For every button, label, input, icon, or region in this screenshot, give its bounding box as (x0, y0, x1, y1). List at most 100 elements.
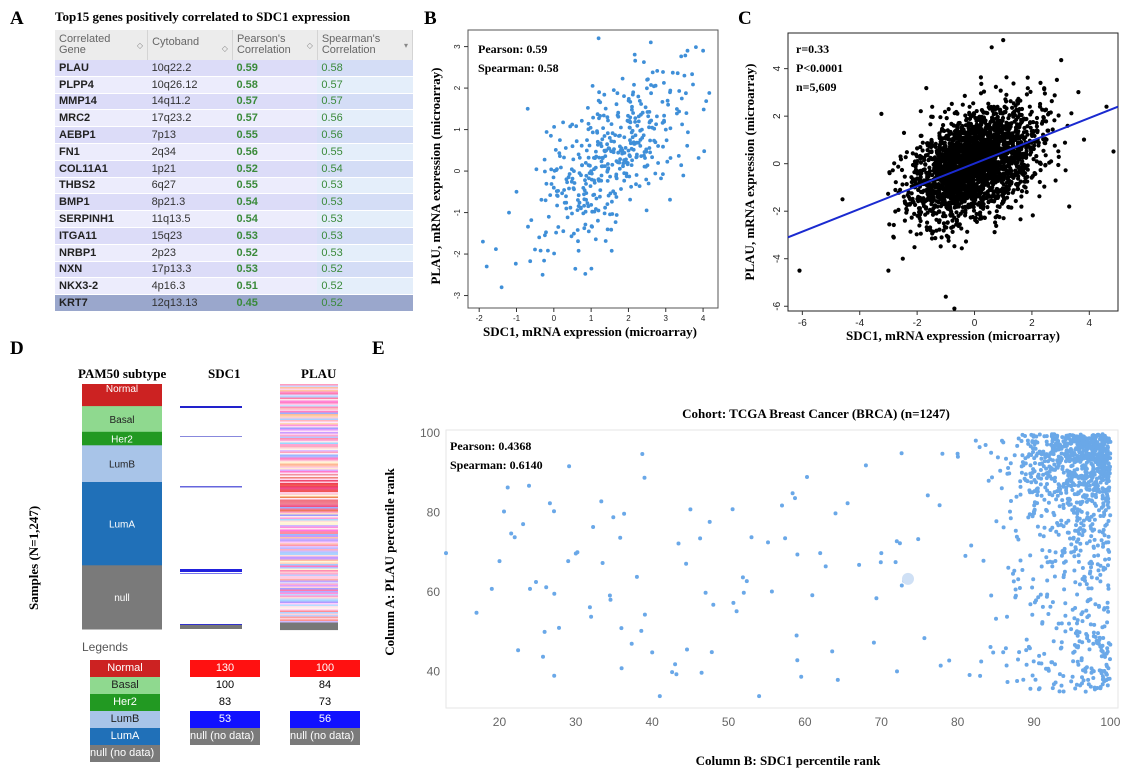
data-point (987, 125, 992, 131)
data-point (1072, 483, 1077, 487)
data-point (608, 191, 613, 196)
legend-subtype: LumA (90, 728, 160, 745)
annotation-pearson-b: Pearson: 0.59 (478, 42, 547, 56)
data-point (618, 535, 623, 540)
table-row[interactable]: SERPINH1 11q13.5 0.54 0.53 (55, 210, 413, 228)
data-point (1087, 539, 1092, 544)
data-point (973, 438, 978, 443)
data-point (823, 564, 828, 569)
data-point (1092, 517, 1097, 522)
data-point (949, 182, 954, 187)
spearman-cell: 0.53 (317, 193, 413, 212)
data-point (525, 106, 530, 111)
data-point (830, 649, 835, 654)
data-point (575, 550, 580, 555)
table-row[interactable]: COL11A1 1p21 0.52 0.54 (55, 160, 413, 178)
data-point (920, 140, 925, 145)
data-point (1089, 565, 1093, 570)
data-point (989, 162, 995, 167)
col-header-cytoband[interactable]: ◇ Cytoband (147, 30, 233, 60)
table-row[interactable]: BMP1 8p21.3 0.54 0.53 (55, 193, 413, 212)
data-point (1047, 492, 1052, 497)
data-point (989, 194, 994, 199)
table-row[interactable]: NXN 17p13.3 0.53 0.52 (55, 261, 413, 279)
data-point (622, 171, 627, 176)
data-point (1101, 501, 1106, 506)
data-point (1068, 502, 1073, 507)
data-point (977, 445, 982, 450)
data-point (648, 150, 652, 155)
data-point (642, 475, 647, 480)
data-point (1064, 488, 1069, 493)
data-point (818, 551, 823, 556)
data-point (592, 209, 597, 214)
data-point (1084, 582, 1089, 587)
data-point (944, 116, 949, 121)
data-point (570, 211, 574, 216)
expression-stripe (280, 579, 338, 581)
expression-stripe (280, 550, 338, 553)
table-row[interactable]: AEBP1 7p13 0.55 0.56 (55, 126, 413, 144)
spearman-cell: 0.55 (317, 143, 413, 161)
expression-stripe (280, 478, 338, 481)
data-point (979, 81, 984, 86)
col-header-pearson[interactable]: ◇ Pearson's Correlation (232, 30, 318, 60)
data-point (933, 141, 938, 146)
data-point (583, 222, 588, 227)
data-point (978, 75, 983, 80)
data-point (898, 157, 904, 162)
data-point (1086, 677, 1091, 682)
col-header-gene[interactable]: ◇ Correlated Gene (55, 30, 149, 60)
data-point (549, 167, 554, 172)
data-point (950, 192, 955, 197)
data-point (603, 164, 607, 169)
data-point (943, 192, 948, 197)
data-point (557, 625, 561, 630)
data-point (1021, 136, 1027, 141)
data-point (572, 181, 577, 185)
data-point (546, 214, 551, 219)
data-point (668, 90, 672, 95)
data-point (1101, 544, 1105, 549)
expression-stripe (280, 585, 338, 587)
expression-stripe (280, 604, 338, 607)
panel-a-title: Top15 genes positively correlated to SDC… (55, 9, 351, 24)
table-row[interactable]: PLAU 10q22.2 0.59 0.58 (55, 60, 413, 77)
data-point (961, 131, 966, 136)
data-point (605, 169, 610, 174)
data-point (675, 107, 679, 111)
data-point (941, 211, 946, 216)
data-point (1077, 531, 1082, 536)
expression-stripe (280, 495, 338, 497)
data-point (887, 170, 892, 175)
data-point (1004, 106, 1009, 111)
data-point (596, 177, 601, 182)
data-point (627, 153, 632, 158)
expression-stripe (280, 562, 338, 565)
table-row[interactable]: ITGA11 15q23 0.53 0.53 (55, 227, 413, 245)
table-row[interactable]: NKX3-2 4p16.3 0.51 0.52 (55, 277, 413, 296)
data-point (1004, 144, 1009, 149)
col-header-spearman[interactable]: ▾ Spearman's Correlation (317, 30, 414, 60)
data-point (1039, 476, 1044, 481)
data-point (1067, 477, 1072, 482)
table-row[interactable]: MRC2 17q23.2 0.57 0.56 (55, 109, 413, 128)
data-point (958, 173, 963, 179)
data-point (614, 102, 619, 107)
data-point (1026, 515, 1031, 520)
table-row[interactable]: PLPP4 10q26.12 0.58 0.57 (55, 76, 413, 94)
data-point (571, 186, 576, 191)
table-row[interactable]: NRBP1 2p23 0.52 0.53 (55, 244, 413, 262)
data-point (1068, 438, 1073, 443)
table-row[interactable]: FN1 2q34 0.56 0.55 (55, 143, 413, 161)
data-point (609, 227, 614, 232)
expression-stripe (280, 399, 338, 401)
table-row[interactable]: MMP14 14q11.2 0.57 0.57 (55, 93, 413, 111)
expression-stripe (280, 529, 338, 532)
expression-stripe (280, 423, 338, 425)
pearson-cell: 0.57 (232, 109, 318, 128)
table-row[interactable]: KRT7 12q13.13 0.45 0.52 (55, 294, 413, 312)
data-point (917, 223, 922, 228)
table-row[interactable]: THBS2 6q27 0.55 0.53 (55, 177, 413, 195)
data-point (1059, 451, 1064, 456)
